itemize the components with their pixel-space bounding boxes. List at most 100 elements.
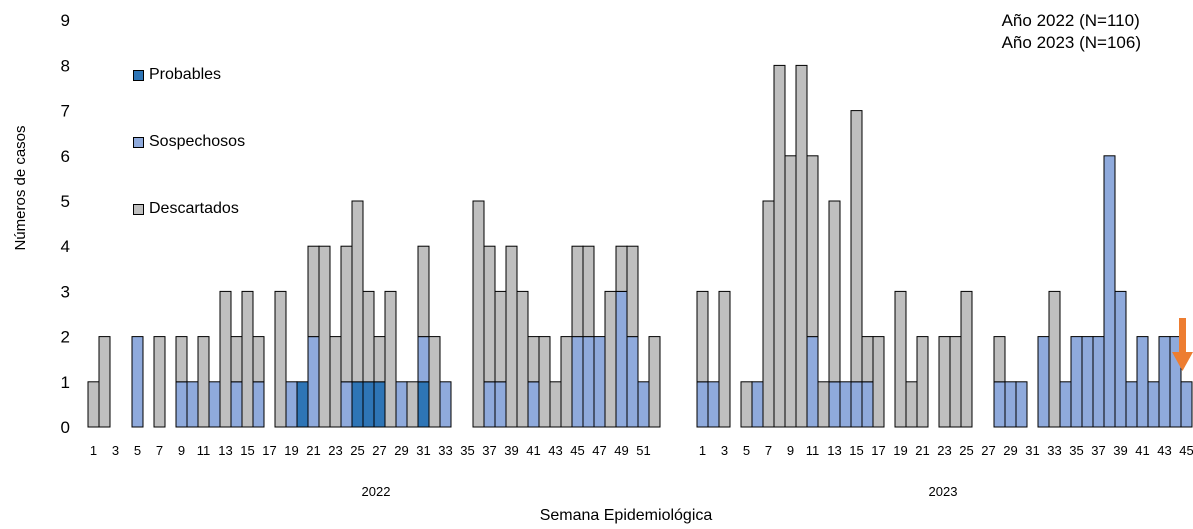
x-tick-label: 15 [240, 443, 254, 458]
bar-2022-sospechosos [186, 381, 199, 428]
bar-2022-sospechosos [252, 381, 265, 428]
x-tick-label: 43 [1157, 443, 1171, 458]
bar-2022-descartados [197, 336, 210, 428]
bar-2022-sospechosos [131, 336, 144, 428]
x-tick-label: 37 [1091, 443, 1105, 458]
bar-2023-descartados [817, 381, 830, 428]
bar-2022-descartados [87, 381, 100, 428]
legend: Probables Sospechosos Descartados [133, 64, 245, 265]
bar-2022-descartados [274, 290, 287, 428]
x-tick-label: 17 [871, 443, 885, 458]
bar-2023-sospechosos [1059, 381, 1072, 428]
bar-2023-descartados [795, 64, 808, 428]
bar-2022-sospechosos [615, 290, 628, 428]
bar-2023-descartados [828, 200, 841, 383]
bar-2023-sospechosos [1081, 336, 1094, 428]
bar-2022-sospechosos [494, 381, 507, 428]
x-tick-label: 45 [570, 443, 584, 458]
x-tick-label: 35 [1069, 443, 1083, 458]
x-tick-label: 7 [156, 443, 163, 458]
y-tick-label: 4 [61, 237, 70, 256]
bar-2022-descartados [648, 336, 661, 428]
x-tick-label: 7 [765, 443, 772, 458]
bar-2022-descartados [307, 245, 320, 338]
bar-2022-descartados [538, 336, 551, 428]
bar-2023-sospechosos [1092, 336, 1105, 428]
bar-2022-descartados [252, 336, 265, 383]
bar-2022-probables [296, 381, 309, 428]
bar-2022-sospechosos [527, 381, 540, 428]
bar-2022-descartados [219, 290, 232, 428]
note-2023: Año 2023 (N=106) [1001, 33, 1141, 52]
bar-2023-descartados [938, 336, 951, 428]
bar-2022-descartados [615, 245, 628, 292]
x-tick-label: 41 [526, 443, 540, 458]
year-label-2023: 2023 [929, 484, 958, 499]
bar-2022-descartados [549, 381, 562, 428]
bar-2022-descartados [582, 245, 595, 338]
bar-2022-descartados [373, 336, 386, 383]
bar-2023-descartados [949, 336, 962, 428]
bar-2023-descartados [762, 200, 775, 428]
bar-2022-sospechosos [285, 381, 298, 428]
bar-2023-sospechosos [1103, 155, 1116, 428]
note-2022: Año 2022 (N=110) [1001, 11, 1140, 30]
x-tick-label: 3 [112, 443, 119, 458]
bar-2022-probables [417, 381, 430, 428]
x-tick-label: 23 [937, 443, 951, 458]
x-tick-label: 35 [460, 443, 474, 458]
legend-item-descartados: Descartados [133, 198, 245, 220]
bar-2023-sospechosos [850, 381, 863, 428]
bar-2023-sospechosos [1004, 381, 1017, 428]
x-tick-label: 51 [636, 443, 650, 458]
bar-2023-descartados [773, 64, 786, 428]
bar-2023-descartados [894, 290, 907, 428]
bar-2022-probables [362, 381, 375, 428]
x-tick-label: 33 [438, 443, 452, 458]
bar-2022-descartados [230, 336, 243, 383]
bar-2022-descartados [153, 336, 166, 428]
x-tick-label: 5 [743, 443, 750, 458]
y-tick-label: 0 [61, 418, 70, 437]
legend-label-probables: Probables [149, 66, 222, 83]
legend-swatch-descartados [133, 203, 144, 215]
bar-2022-sospechosos [340, 381, 353, 428]
bar-2022-descartados [516, 290, 529, 428]
bar-2023-descartados [861, 336, 874, 383]
x-axis-title: Semana Epidemiológica [540, 507, 713, 524]
bar-2023-descartados [905, 381, 918, 428]
bar-2022-descartados [604, 290, 617, 428]
bar-2022-descartados [175, 336, 188, 383]
x-tick-label: 49 [614, 443, 628, 458]
bar-2023-descartados [740, 381, 753, 428]
bar-2022-descartados [571, 245, 584, 338]
y-tick-label: 9 [61, 11, 70, 30]
bar-2022-descartados [241, 290, 254, 428]
bar-2022-descartados [428, 336, 441, 428]
bar-2022-descartados [329, 336, 342, 428]
x-tick-label: 23 [328, 443, 342, 458]
arrow-shaft [1179, 318, 1186, 353]
x-tick-label: 9 [178, 443, 185, 458]
bar-2023-descartados [872, 336, 885, 428]
bar-2023-sospechosos [839, 381, 852, 428]
bar-2022-sospechosos [439, 381, 452, 428]
y-tick-label: 5 [61, 192, 70, 211]
x-tick-label: 47 [592, 443, 606, 458]
y-tick-label: 8 [61, 56, 70, 75]
bar-2023-sospechosos [828, 381, 841, 428]
x-tick-label: 41 [1135, 443, 1149, 458]
bar-2022-sospechosos [626, 336, 639, 428]
bar-2022-sospechosos [395, 381, 408, 428]
bar-2022-descartados [384, 290, 397, 428]
bar-2023-descartados [696, 290, 709, 383]
bar-2022-descartados [98, 336, 111, 428]
y-tick-label: 7 [61, 102, 70, 121]
bar-2022-sospechosos [175, 381, 188, 428]
bar-2023-sospechosos [1015, 381, 1028, 428]
bar-2023-sospechosos [751, 381, 764, 428]
bar-2022-sospechosos [230, 381, 243, 428]
x-tick-label: 43 [548, 443, 562, 458]
bar-2023-descartados [850, 110, 863, 383]
x-tick-label: 39 [1113, 443, 1127, 458]
